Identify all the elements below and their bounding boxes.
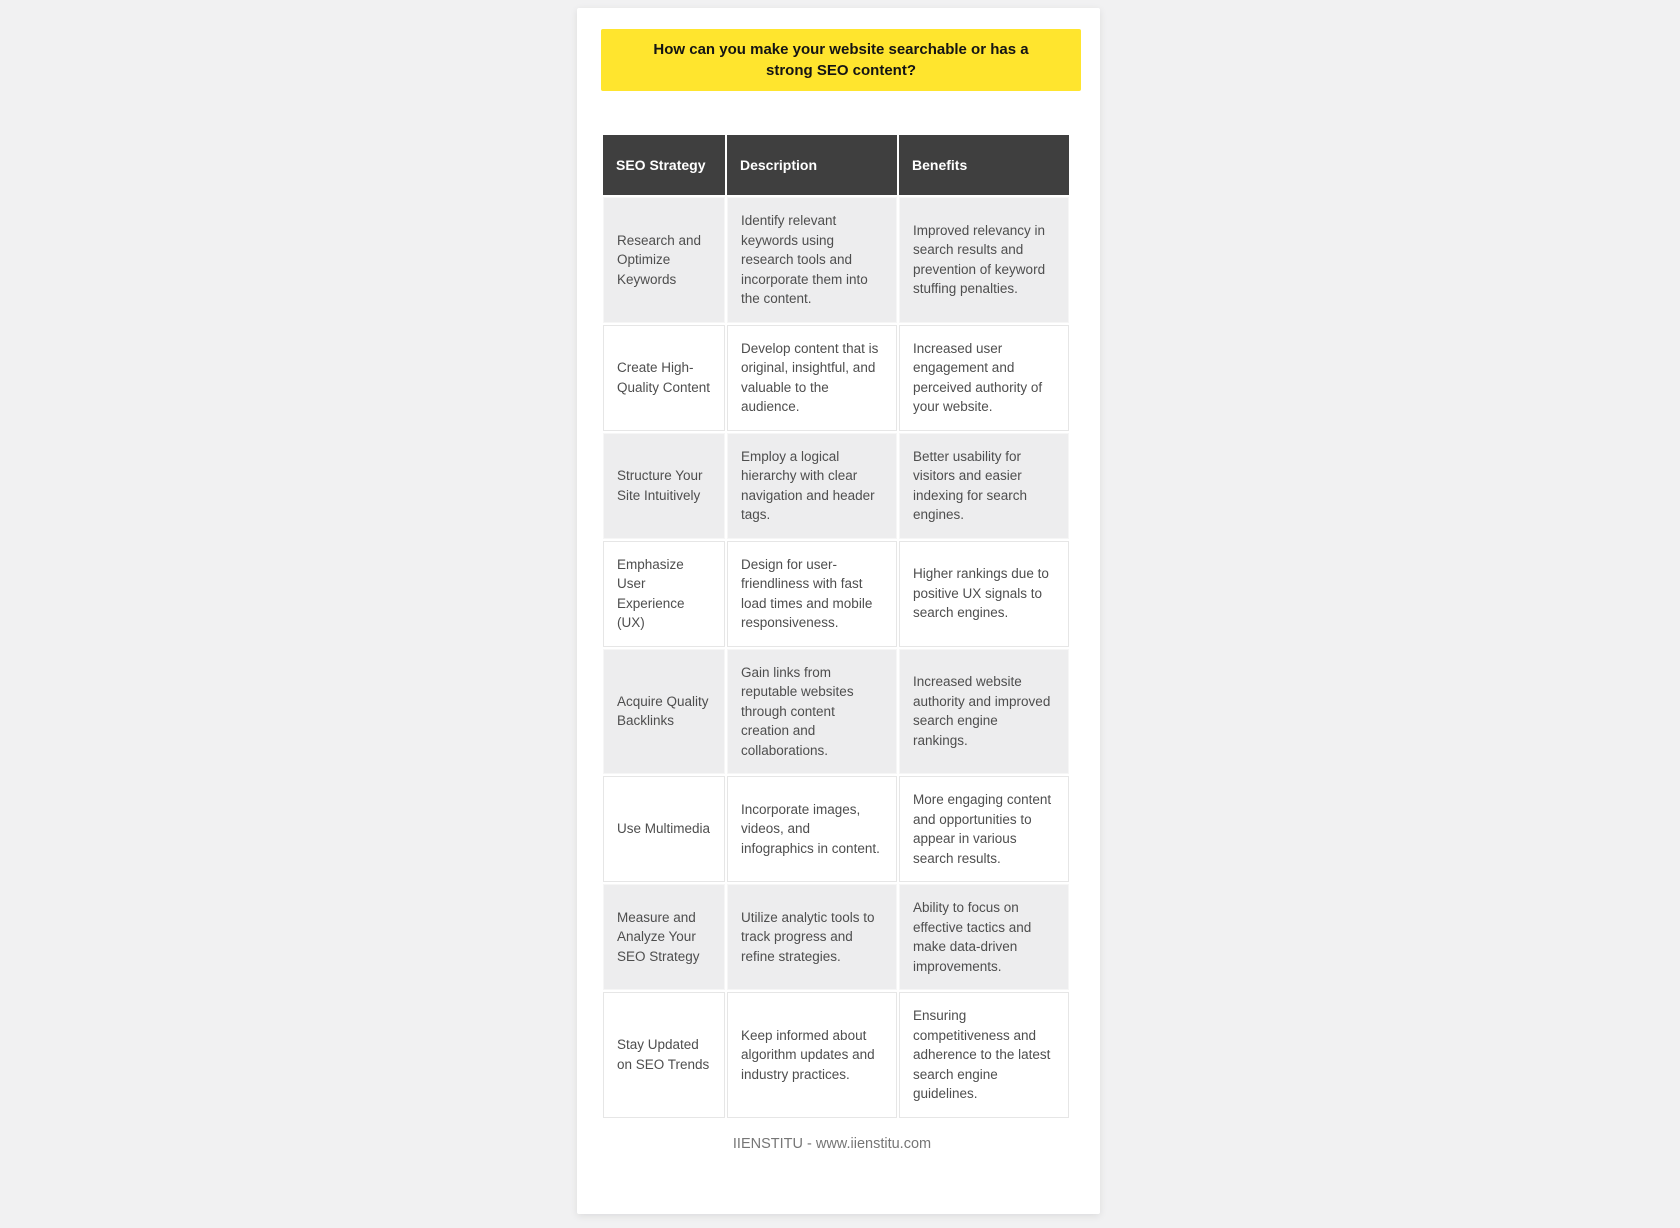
table-row: Stay Updated on SEO Trends Keep informed…: [603, 992, 1069, 1118]
cell-seo-strategy: Research and Optimize Keywords: [603, 197, 725, 323]
cell-seo-strategy: Emphasize User Experience (UX): [603, 540, 725, 647]
cell-benefits: Increased website authority and improved…: [899, 648, 1069, 774]
cell-benefits: Higher rankings due to positive UX signa…: [899, 540, 1069, 647]
cell-benefits: Improved relevancy in search results and…: [899, 197, 1069, 323]
cell-benefits: Ability to focus on effective tactics an…: [899, 884, 1069, 990]
cell-seo-strategy: Structure Your Site Intuitively: [603, 432, 725, 539]
table-row: Acquire Quality Backlinks Gain links fro…: [603, 648, 1069, 774]
cell-description: Utilize analytic tools to track progress…: [727, 884, 897, 990]
cell-seo-strategy: Use Multimedia: [603, 776, 725, 882]
cell-description: Gain links from reputable websites throu…: [727, 648, 897, 774]
cell-description: Design for user-friendliness with fast l…: [727, 540, 897, 647]
cell-description: Keep informed about algorithm updates an…: [727, 992, 897, 1118]
cell-description: Identify relevant keywords using researc…: [727, 197, 897, 323]
question-title: How can you make your website searchable…: [653, 41, 1029, 79]
cell-seo-strategy: Stay Updated on SEO Trends: [603, 992, 725, 1118]
table-header-row: SEO Strategy Description Benefits: [603, 135, 1069, 195]
cell-seo-strategy: Acquire Quality Backlinks: [603, 648, 725, 774]
cell-benefits: Increased user engagement and perceived …: [899, 324, 1069, 431]
question-title-banner: How can you make your website searchable…: [601, 29, 1081, 91]
cell-seo-strategy: Measure and Analyze Your SEO Strategy: [603, 884, 725, 990]
footer-credit: IIENSTITU - www.iienstitu.com: [732, 1135, 932, 1152]
cell-description: Develop content that is original, insigh…: [727, 324, 897, 431]
column-header-seo-strategy: SEO Strategy: [603, 135, 725, 195]
content-card: How can you make your website searchable…: [577, 8, 1100, 1214]
table-row: Use Multimedia Incorporate images, video…: [603, 776, 1069, 882]
table-row: Measure and Analyze Your SEO Strategy Ut…: [603, 884, 1069, 990]
table-row: Create High-Quality Content Develop cont…: [603, 324, 1069, 431]
cell-description: Employ a logical hierarchy with clear na…: [727, 432, 897, 539]
cell-benefits: More engaging content and opportunities …: [899, 776, 1069, 882]
column-header-benefits: Benefits: [899, 135, 1069, 195]
cell-description: Incorporate images, videos, and infograp…: [727, 776, 897, 882]
cell-benefits: Better usability for visitors and easier…: [899, 432, 1069, 539]
table-row: Emphasize User Experience (UX) Design fo…: [603, 540, 1069, 647]
column-header-description: Description: [727, 135, 897, 195]
table-row: Research and Optimize Keywords Identify …: [603, 197, 1069, 323]
cell-seo-strategy: Create High-Quality Content: [603, 324, 725, 431]
seo-strategies-table: SEO Strategy Description Benefits Resear…: [601, 133, 1071, 1120]
table-row: Structure Your Site Intuitively Employ a…: [603, 432, 1069, 539]
cell-benefits: Ensuring competitiveness and adherence t…: [899, 992, 1069, 1118]
